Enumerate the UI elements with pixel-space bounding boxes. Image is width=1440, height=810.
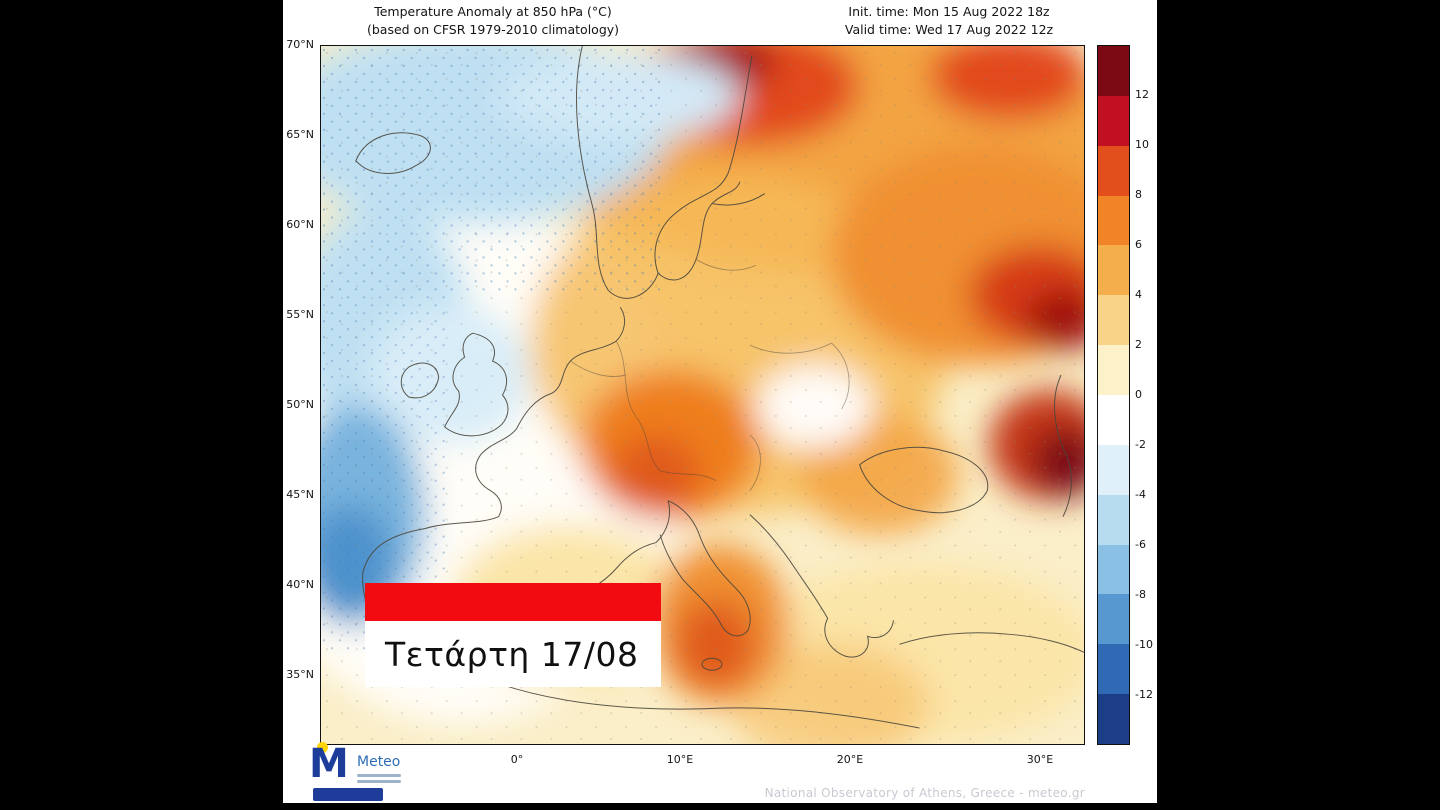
country-borders [570, 259, 850, 491]
map-times: Init. time: Mon 15 Aug 2022 18z Valid ti… [815, 3, 1083, 38]
map-title-line2: (based on CFSR 1979-2010 climatology) [366, 21, 620, 37]
logo-sun-dot-icon [317, 742, 328, 753]
colorbar-tick: 10 [1135, 138, 1149, 151]
colorbar-cell [1098, 644, 1129, 695]
colorbar-cell [1098, 295, 1129, 346]
lon-label: 0° [510, 753, 524, 766]
coastlines [355, 46, 1084, 729]
latitude-axis: 70°N 65°N 60°N 55°N 50°N 45°N 40°N 35°N [283, 38, 317, 745]
map-title: Temperature Anomaly at 850 hPa (°C) (bas… [338, 3, 648, 38]
colorbar-tick: 6 [1135, 238, 1142, 251]
lat-label: 65°N [286, 128, 314, 141]
logo-banner-strip [313, 788, 383, 801]
lon-label: 20°E [836, 753, 864, 766]
colorbar-cell [1098, 544, 1129, 595]
colorbar-cell [1098, 694, 1129, 745]
colorbar-tick: -6 [1135, 538, 1146, 551]
lat-label: 50°N [286, 398, 314, 411]
colorbar-tick: -4 [1135, 488, 1146, 501]
longitude-axis: 0° 10°E 20°E 30°E [320, 753, 1085, 769]
colorbar-tick: -12 [1135, 688, 1153, 701]
colorbar-tick: 8 [1135, 188, 1142, 201]
colorbar-cell [1098, 145, 1129, 196]
lat-label: 60°N [286, 218, 314, 231]
lon-label: 30°E [1026, 753, 1054, 766]
colorbar-tick: -10 [1135, 638, 1153, 651]
logo-brand-text: Meteo [357, 754, 401, 770]
colorbar-cell [1098, 95, 1129, 146]
colorbar-tick: -8 [1135, 588, 1146, 601]
date-banner-bar [365, 583, 661, 621]
colorbar-tick: 4 [1135, 288, 1142, 301]
colorbar-cell [1098, 395, 1129, 445]
lat-label: 40°N [286, 578, 314, 591]
meteo-logo: M Meteo [309, 742, 419, 802]
colorbar-cell [1098, 594, 1129, 645]
logo-subtext-line [357, 780, 401, 783]
colorbar-tick: 0 [1135, 388, 1142, 401]
colorbar-cell [1098, 195, 1129, 246]
lat-label: 35°N [286, 668, 314, 681]
colorbar-cell [1098, 444, 1129, 495]
date-banner-label: Τετάρτη 17/08 [365, 621, 661, 687]
logo-m-icon: M [309, 741, 349, 787]
colorbar-tick: -2 [1135, 438, 1146, 451]
logo-subtext-line [357, 774, 401, 777]
credit-text: National Observatory of Athens, Greece -… [764, 786, 1085, 800]
init-time: Init. time: Mon 15 Aug 2022 18z [848, 4, 1050, 19]
colorbar-tick: 12 [1135, 88, 1149, 101]
lat-label: 45°N [286, 488, 314, 501]
lat-label: 70°N [286, 38, 314, 51]
video-frame-content: Temperature Anomaly at 850 hPa (°C) (bas… [283, 0, 1157, 803]
colorbar-cell [1098, 245, 1129, 296]
colorbar-tick: 2 [1135, 338, 1142, 351]
map-title-line1: Temperature Anomaly at 850 hPa (°C) [374, 4, 612, 19]
lon-label: 10°E [666, 753, 694, 766]
colorbar-cell [1098, 46, 1129, 96]
colorbar-cell [1098, 345, 1129, 396]
colorbar [1097, 45, 1130, 745]
colorbar-ticks: 12 10 8 6 4 2 0 -2 -4 -6 -8 -10 -12 [1135, 45, 1179, 745]
lat-label: 55°N [286, 308, 314, 321]
colorbar-cell [1098, 494, 1129, 545]
valid-time: Valid time: Wed 17 Aug 2022 12z [844, 21, 1054, 37]
